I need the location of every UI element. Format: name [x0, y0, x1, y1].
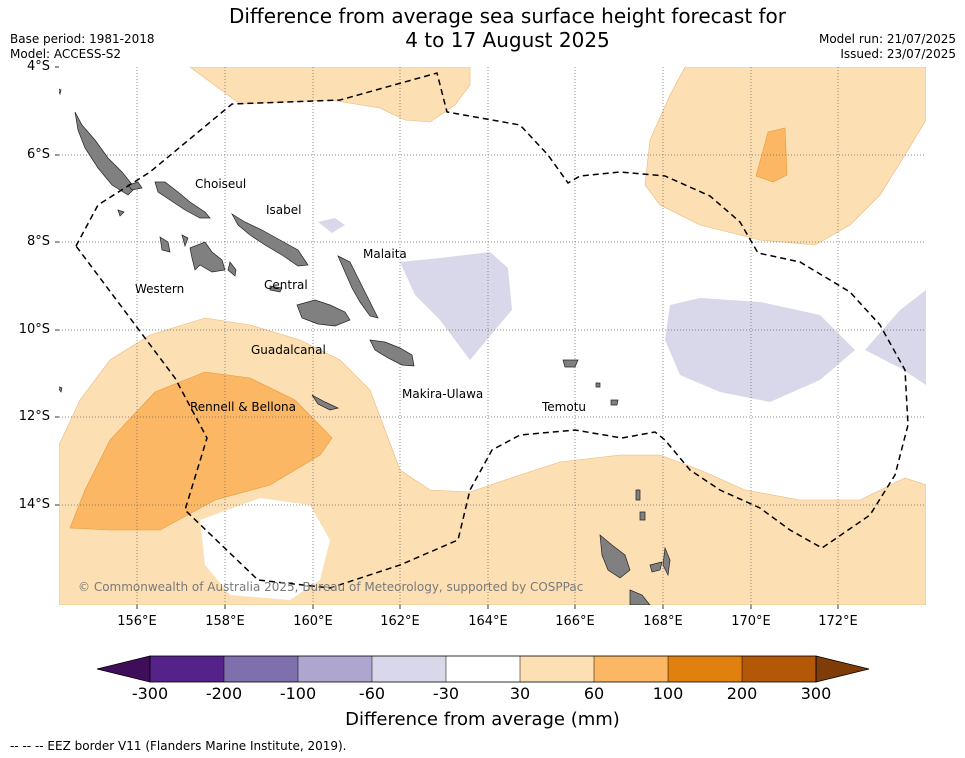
colorbar-tick-label: -30: [432, 684, 460, 703]
copyright-notice: © Commonwealth of Australia 2025, Bureau…: [78, 580, 584, 594]
white-gap-south: [200, 498, 330, 600]
colorbar-bin-1: [150, 656, 224, 682]
colorbar-tick-label: -300: [131, 684, 169, 703]
place-label-isabel: Isabel: [266, 203, 302, 217]
lat-label-12s: 12°S: [18, 409, 50, 424]
axis-ticks: [55, 66, 839, 609]
colorbar-extend-low: [96, 655, 151, 683]
colorbar-bin-6: [520, 656, 594, 682]
lat-label-8s: 8°S: [26, 234, 50, 249]
issued-date: Issued: 23/07/2025: [840, 47, 956, 61]
solomon-islands-land: [59, 88, 671, 605]
colorbar-tick-label: 100: [652, 684, 684, 703]
lon-label-172e: 172°E: [818, 614, 858, 629]
lon-label-156e: 156°E: [117, 614, 157, 629]
place-label-choiseul: Choiseul: [195, 177, 247, 191]
colorbar-bin-9: [742, 656, 816, 682]
eez-border: [75, 72, 909, 589]
colorbar-bin-8: [668, 656, 742, 682]
colorbar-bin-2: [224, 656, 298, 682]
model-name: Model: ACCESS-S2: [10, 47, 122, 61]
lat-label-14s: 14°S: [18, 497, 50, 512]
lat-label-10s: 10°S: [18, 322, 50, 337]
anomaly-region-ne-core: [755, 127, 788, 183]
colorbar-bin-7: [594, 656, 668, 682]
lon-label-170e: 170°E: [731, 614, 771, 629]
anomaly-region-negative-4: [318, 218, 345, 233]
title-line-1: Difference from average sea surface heig…: [228, 4, 787, 28]
colorbar-title: Difference from average (mm): [345, 709, 620, 730]
meta-left: Base period: 1981-2018 Model: ACCESS-S2: [10, 32, 155, 62]
lat-label-4s: 4°S: [26, 59, 50, 74]
anomaly-region-negative-2: [665, 298, 855, 402]
eez-legend-note: -- -- -- EEZ border V11 (Flanders Marine…: [10, 739, 347, 753]
colorbar-bin-3: [298, 656, 372, 682]
place-label-rennell-bellona: Rennell & Bellona: [190, 400, 297, 414]
colorbar-tick-label: 30: [509, 684, 531, 703]
lon-label-160e: 160°E: [293, 614, 333, 629]
lon-label-158e: 158°E: [205, 614, 245, 629]
colorbar-bin-4: [372, 656, 446, 682]
meta-right: Model run: 21/07/2025 Issued: 23/07/2025: [819, 32, 956, 62]
place-label-temotu: Temotu: [542, 400, 587, 414]
colorbar-tick-label: -200: [205, 684, 243, 703]
colorbar: [96, 655, 870, 683]
place-label-makira-ulawa: Makira-Ulawa: [402, 387, 484, 401]
anomaly-region-rennell: [69, 371, 333, 531]
lon-label-164e: 164°E: [468, 614, 508, 629]
lat-label-6s: 6°S: [26, 147, 50, 162]
place-label-central: Central: [264, 278, 308, 292]
colorbar-extend-high: [815, 655, 870, 683]
colorbar-tick-label: 200: [726, 684, 758, 703]
model-run: Model run: 21/07/2025: [818, 32, 956, 46]
place-label-guadalcanal: Guadalcanal: [251, 343, 326, 357]
colorbar-tick-label: -100: [279, 684, 317, 703]
anomaly-region-negative-3: [865, 290, 926, 385]
base-period: Base period: 1981-2018: [10, 32, 155, 46]
colorbar-bin-5: [446, 656, 520, 682]
lon-label-162e: 162°E: [380, 614, 420, 629]
graticule: [59, 67, 926, 605]
lon-label-168e: 168°E: [643, 614, 683, 629]
anomaly-region-negative-1: [400, 252, 512, 360]
place-label-western: Western: [135, 282, 185, 296]
lon-label-166e: 166°E: [555, 614, 595, 629]
colorbar-tick-label: -60: [358, 684, 386, 703]
colorbar-tick-label: 300: [800, 684, 832, 703]
chart-title: Difference from average sea surface heig…: [180, 4, 835, 52]
colorbar-tick-label: 60: [583, 684, 605, 703]
title-line-2: 4 to 17 August 2025: [405, 28, 610, 52]
place-label-malaita: Malaita: [363, 247, 407, 261]
